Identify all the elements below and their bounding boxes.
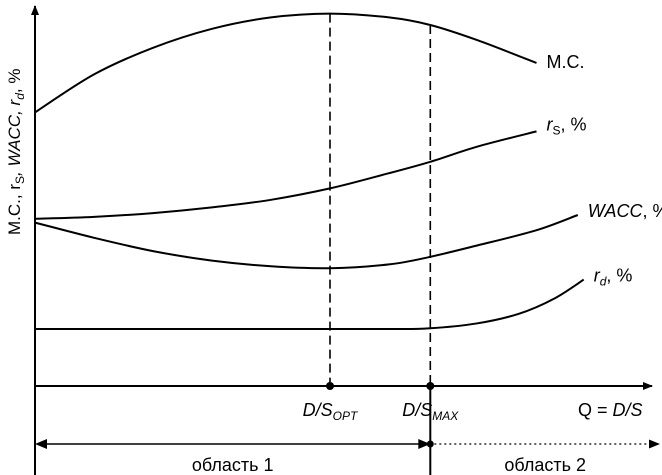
series-line-rd (35, 278, 585, 331)
series-label-rd: rd, % (594, 266, 633, 289)
series-line-rs (34, 130, 537, 220)
series-line-mc (34, 12, 537, 114)
region-divider-point (426, 440, 434, 448)
series-label-rs: rS, % (547, 114, 587, 137)
max-marker-label: D/SMAX (402, 400, 459, 423)
region-1-label: область 1 (192, 455, 274, 475)
series-label-wacc: WACC, % (588, 201, 662, 221)
opt-point (326, 382, 334, 390)
region-1-arrowhead-left (35, 439, 47, 449)
series-line-wacc (34, 214, 579, 270)
region-2-arrowhead-right (649, 439, 660, 449)
x-axis-label: Q = D/S (578, 400, 643, 420)
opt-marker-label: D/SOPT (303, 400, 359, 423)
series-label-mc: M.C. (547, 52, 585, 72)
region-1-arrowhead-right (418, 439, 431, 449)
y-axis-label: M.C., rS, WACC, rd, % (5, 69, 27, 235)
region-2-label: область 2 (504, 455, 586, 475)
